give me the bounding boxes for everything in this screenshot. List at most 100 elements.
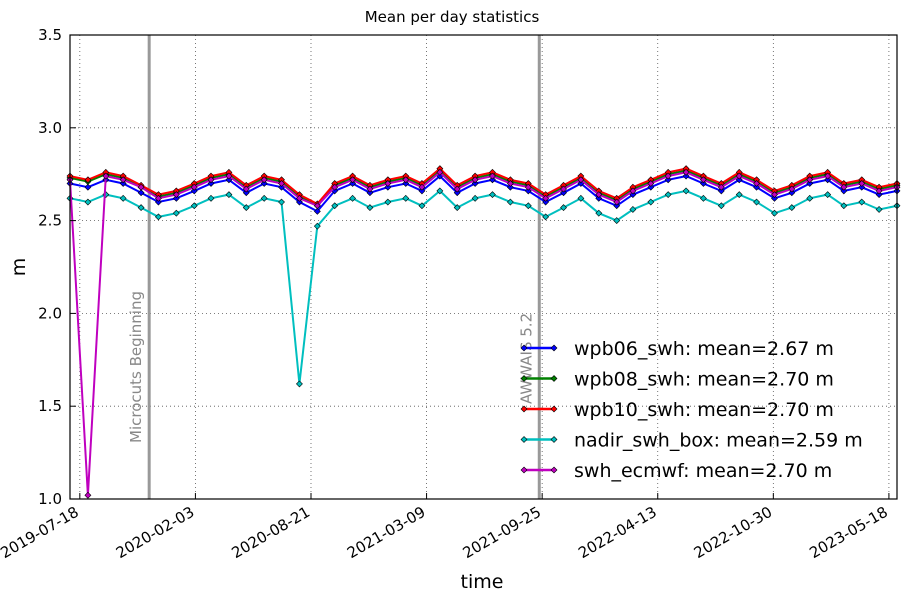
- data-point: [331, 202, 339, 210]
- data-point: [595, 194, 603, 202]
- data-point: [858, 180, 866, 187]
- data-point: [471, 194, 479, 202]
- data-point: [824, 172, 832, 180]
- data-point: [664, 176, 672, 184]
- data-point: [260, 194, 268, 202]
- grid: [70, 34, 897, 500]
- data-point: [453, 185, 461, 193]
- legend-marker: [550, 405, 558, 413]
- data-point: [119, 176, 127, 184]
- legend-marker: [520, 466, 528, 474]
- data-point: [717, 202, 725, 210]
- data-point: [366, 189, 374, 197]
- data-point: [629, 206, 637, 213]
- legend-marker: [550, 466, 558, 474]
- data-point: [119, 180, 127, 187]
- data-point: [207, 180, 215, 187]
- data-point: [349, 180, 357, 187]
- data-point: [875, 191, 883, 199]
- data-point: [296, 198, 303, 206]
- data-point: [453, 189, 461, 197]
- data-point: [278, 198, 285, 206]
- series-group: [66, 172, 901, 215]
- data-point: [699, 180, 707, 187]
- y-tick-label: 3.5: [38, 26, 62, 44]
- data-point: [560, 189, 567, 197]
- data-point: [384, 183, 392, 191]
- y-tick-label: 1.5: [38, 397, 62, 415]
- data-point: [207, 176, 215, 184]
- y-tick-label: 2.0: [38, 304, 62, 322]
- data-point: [858, 198, 866, 206]
- series-line: [69, 174, 898, 213]
- data-point: [542, 213, 550, 221]
- data-point: [506, 198, 514, 206]
- data-point: [313, 207, 321, 215]
- data-point: [699, 194, 707, 202]
- data-point: [260, 180, 268, 187]
- y-tick-label: 2.5: [38, 212, 62, 230]
- data-point: [172, 194, 180, 202]
- data-point: [190, 187, 198, 195]
- data-point: [542, 198, 550, 206]
- data-point: [647, 180, 655, 187]
- legend-marker: [520, 436, 528, 443]
- data-point: [682, 187, 690, 195]
- data-point: [840, 183, 848, 191]
- legend-label: swh_ecmwf: mean=2.70 m: [574, 460, 832, 482]
- data-point: [190, 183, 198, 191]
- legend-marker: [550, 375, 558, 382]
- data-point: [577, 176, 585, 184]
- data-point: [366, 204, 374, 212]
- data-point: [613, 202, 621, 210]
- data-point: [771, 209, 778, 217]
- data-point: [172, 191, 180, 199]
- data-point: [207, 194, 215, 202]
- data-point: [242, 189, 250, 197]
- data-point: [190, 202, 198, 210]
- x-axis-label: time: [461, 571, 504, 593]
- legend-marker: [520, 344, 528, 352]
- data-point: [313, 222, 321, 230]
- data-point: [682, 168, 690, 176]
- data-point: [384, 180, 392, 187]
- data-point: [225, 172, 233, 180]
- data-point: [384, 198, 392, 206]
- data-point: [506, 180, 514, 187]
- data-point: [349, 194, 357, 202]
- data-point: [402, 194, 410, 202]
- data-point: [102, 172, 110, 180]
- data-point: [717, 183, 725, 191]
- data-point: [717, 187, 725, 195]
- data-point: [753, 183, 760, 191]
- data-point: [366, 185, 374, 193]
- data-point: [858, 183, 866, 191]
- data-point: [154, 194, 162, 202]
- legend-marker: [520, 375, 528, 382]
- data-point: [806, 180, 814, 187]
- data-point: [296, 380, 303, 388]
- data-point: [436, 168, 444, 176]
- data-point: [84, 176, 92, 184]
- data-point: [788, 204, 796, 212]
- data-point: [788, 189, 796, 197]
- data-point: [278, 180, 285, 187]
- data-point: [296, 194, 303, 202]
- data-point: [137, 183, 145, 191]
- data-point: [824, 191, 832, 199]
- series-layer: [66, 165, 901, 499]
- data-point: [595, 209, 603, 217]
- data-point: [735, 172, 743, 180]
- data-point: [753, 198, 760, 206]
- series-line: [69, 189, 898, 385]
- data-point: [225, 191, 233, 199]
- data-point: [542, 194, 550, 202]
- data-point: [735, 191, 743, 199]
- data-point: [402, 180, 410, 187]
- legend-marker: [520, 405, 528, 413]
- data-point: [172, 209, 180, 217]
- data-point: [613, 198, 621, 206]
- y-axis-label: m: [8, 258, 30, 277]
- annotation-layer: Microcuts Beginning AWWAIS 5.2: [127, 35, 541, 499]
